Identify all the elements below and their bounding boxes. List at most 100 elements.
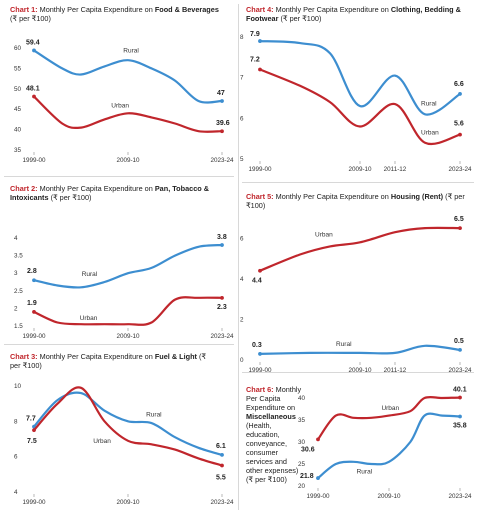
x-tick-label: 1999-00 — [306, 493, 330, 500]
x-tick-label: 2023-24 — [448, 166, 472, 173]
y-tick-label: 40 — [14, 127, 22, 134]
series-end-point — [458, 226, 462, 231]
x-tick-label: 2009-10 — [116, 499, 140, 506]
chart-4-title-subject: Clothing, Bedding & Footwear — [246, 5, 461, 23]
data-label-start: 4.4 — [252, 278, 262, 285]
chart-3-title: Chart 3: Monthly Per Capita Expenditure … — [10, 352, 215, 370]
data-label-end: 6.1 — [216, 443, 226, 450]
x-tick-label: 1999-00 — [248, 166, 272, 173]
x-tick-label: 2011-12 — [384, 367, 407, 374]
chart-4-panel: Chart 4: Monthly Per Capita Expenditure … — [238, 0, 477, 182]
row-divider-left-2 — [4, 344, 234, 345]
chart-6-title: Chart 6: Monthly Per Capita Expenditure … — [246, 385, 304, 484]
row-divider-right-2 — [242, 372, 474, 373]
data-label-start: 48.1 — [26, 86, 40, 93]
y-tick-label: 40 — [298, 395, 306, 402]
x-tick-label: 2023-24 — [448, 493, 472, 500]
chart-1-title-text: Monthly Per Capita Expenditure on — [39, 5, 153, 14]
y-tick-label: 4 — [14, 235, 18, 242]
chart-1-plot: 35 40 45 50 55 60 1999-00 2009-10 2023-24 59.4 47 R… — [14, 39, 234, 164]
series-name-label: Urban — [315, 232, 333, 239]
series-end-point — [220, 463, 224, 468]
chart-4-title-unit: (₹ per ₹100) — [280, 14, 322, 23]
chart-3-axes: 4 6 8 10 1999-00 2009-10 2023-24 — [14, 383, 234, 506]
series-name-label: Urban — [93, 438, 111, 445]
chart-6-title-text: Monthly Per Capita Expenditure on — [246, 385, 302, 412]
data-label-start: 7.5 — [27, 438, 37, 445]
x-tick-label: 2011-12 — [384, 166, 407, 173]
series-end-point — [458, 347, 462, 352]
chart-6-number: Chart 6: — [246, 385, 274, 394]
y-tick-label: 7 — [240, 75, 244, 82]
y-tick-label: 4 — [14, 489, 18, 496]
series-start-point — [258, 268, 262, 273]
data-label-end: 6.6 — [454, 81, 464, 88]
y-tick-label: 3 — [14, 270, 18, 277]
series-start-point — [32, 428, 36, 433]
data-label-start: 7.7 — [26, 416, 36, 423]
data-label-end: 5.5 — [216, 475, 226, 482]
data-label-start: 2.8 — [27, 268, 37, 275]
y-tick-label: 30 — [298, 439, 306, 446]
x-tick-label: 2009-10 — [348, 367, 372, 374]
data-label-end: 0.5 — [454, 338, 464, 345]
row-divider-left-1 — [4, 176, 234, 177]
x-tick-label: 2009-10 — [116, 333, 140, 340]
series-start-point — [32, 310, 36, 314]
x-tick-label: 1999-00 — [22, 333, 46, 340]
data-label-end: 40.1 — [453, 387, 467, 394]
data-label-end: 2.3 — [217, 304, 227, 311]
y-tick-label: 6 — [240, 235, 244, 242]
y-tick-label: 20 — [298, 483, 306, 490]
chart-2-number: Chart 2: — [10, 184, 38, 193]
chart-6-title-subject: Miscellaneous — [246, 412, 296, 421]
chart-3-panel: Chart 3: Monthly Per Capita Expenditure … — [0, 344, 238, 512]
series-line-rural — [258, 40, 462, 116]
series-start-point — [258, 352, 262, 356]
data-label-end: 39.6 — [216, 120, 230, 127]
chart-6-axes: 20 25 30 35 40 1999-00 2009-10 2023-24 — [298, 395, 472, 500]
y-tick-label: 2.5 — [14, 288, 23, 295]
x-tick-label: 2023-24 — [448, 367, 472, 374]
y-tick-label: 5 — [240, 156, 244, 163]
series-name-label: Rural — [336, 341, 352, 348]
series-end-point — [458, 395, 462, 400]
series-end-point — [220, 295, 224, 300]
data-label-end: 47 — [217, 90, 225, 97]
y-tick-label: 2 — [240, 316, 244, 323]
series-line-urban — [258, 226, 462, 272]
chart-6-plot: 20 25 30 35 40 1999-00 2009-10 2023-24 21.8 35.8 R… — [298, 387, 472, 500]
series-name-label: Urban — [421, 130, 439, 137]
chart-3-title-text: Monthly Per Capita Expenditure on — [39, 352, 153, 361]
y-tick-label: 3.5 — [14, 253, 23, 260]
y-tick-label: 35 — [14, 147, 22, 154]
chart-1-number: Chart 1: — [10, 5, 38, 14]
chart-4-number: Chart 4: — [246, 5, 274, 14]
series-start-point — [316, 476, 320, 480]
series-end-point — [458, 132, 462, 137]
series-start-point — [32, 48, 36, 53]
data-label-start: 21.8 — [300, 473, 314, 480]
chart-5-title-unit: (₹ per ₹100) — [246, 192, 465, 210]
series-name-label: Urban — [80, 315, 98, 322]
chart-5-number: Chart 5: — [246, 192, 274, 201]
data-label-end: 35.8 — [453, 422, 467, 429]
series-end-point — [220, 453, 224, 457]
chart-4-plot: 5 6 7 8 1999-00 2009-10 2011-12 2023-24 7.9 6.6 Ru… — [240, 31, 472, 173]
series-start-point — [258, 67, 262, 72]
series-name-label: Rural — [146, 411, 162, 418]
chart-1-title: Chart 1: Monthly Per Capita Expenditure … — [10, 5, 220, 23]
data-label-end: 6.5 — [454, 216, 464, 223]
data-label-end: 5.6 — [454, 121, 464, 128]
column-divider — [238, 4, 239, 510]
series-line-rural — [316, 412, 462, 480]
row-divider-right-1 — [242, 182, 474, 183]
chart-4-title: Chart 4: Monthly Per Capita Expenditure … — [246, 5, 468, 23]
series-line-rural — [32, 49, 224, 104]
series-start-point — [258, 39, 262, 43]
series-line-urban — [32, 95, 224, 133]
x-tick-label: 2009-10 — [377, 493, 401, 500]
series-line-rural — [32, 243, 224, 289]
chart-4-title-text: Monthly Per Capita Expenditure on — [275, 5, 389, 14]
y-tick-label: 2 — [14, 305, 18, 312]
